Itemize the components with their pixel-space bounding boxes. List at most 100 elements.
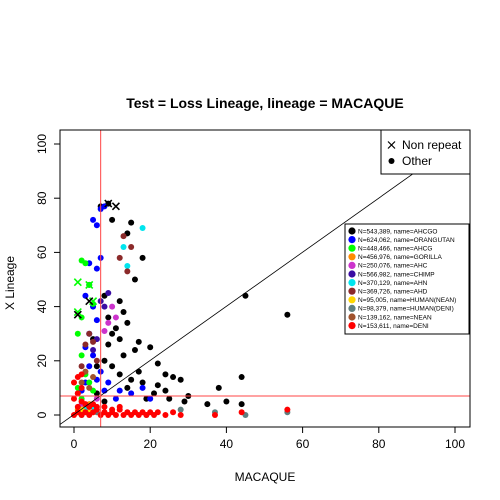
- data-point: [139, 225, 146, 232]
- data-point: [116, 336, 123, 343]
- data-point: [116, 298, 123, 305]
- x-tick-label: 100: [445, 437, 465, 451]
- non-repeat-point: [104, 199, 113, 208]
- data-point: [124, 384, 131, 391]
- legend-swatch: [348, 270, 356, 278]
- data-point: [109, 363, 116, 370]
- data-point: [82, 260, 89, 267]
- data-point: [109, 216, 116, 223]
- data-point: [90, 374, 97, 381]
- series-legend-label: N=543,389, name=AHCGO: [358, 228, 438, 235]
- x-axis-label: MACAQUE: [235, 470, 296, 484]
- data-point: [116, 403, 123, 410]
- data-point: [154, 360, 161, 367]
- data-point: [215, 384, 222, 391]
- cross-icon: [387, 141, 396, 149]
- series-legend-label: N=95,005, name=HUMAN(NEAN): [358, 297, 456, 304]
- data-point: [109, 303, 116, 310]
- series-legend-box: [344, 223, 470, 335]
- data-point: [78, 384, 85, 391]
- x-tick-label: 40: [220, 437, 234, 451]
- data-point: [135, 368, 142, 375]
- non-repeat-point: [85, 297, 94, 306]
- data-point: [139, 254, 146, 261]
- data-point: [120, 352, 127, 359]
- series-legend-label: N=153,611, name=DENI: [358, 323, 429, 330]
- series-legend-label: N=624,062, name=ORANGUTAN: [358, 237, 455, 244]
- data-point: [204, 401, 211, 408]
- data-point: [124, 262, 131, 269]
- data-point: [105, 290, 112, 297]
- data-point: [162, 371, 169, 378]
- x-tick-label: 20: [144, 437, 158, 451]
- data-point: [93, 357, 100, 364]
- data-point: [74, 390, 81, 397]
- data-point: [128, 219, 135, 226]
- data-point: [90, 346, 97, 353]
- data-point: [71, 379, 77, 386]
- data-point: [177, 412, 184, 418]
- marker-legend-label: Non repeat: [402, 138, 462, 152]
- x-tick-label: 60: [296, 437, 310, 451]
- marker-legend: Non repeat Other: [380, 129, 471, 175]
- data-point: [109, 406, 116, 413]
- y-tick-label: 100: [35, 134, 49, 154]
- series-legend-label: N=139,162, name=NEAN: [358, 314, 432, 321]
- data-point: [131, 346, 138, 353]
- data-point: [82, 341, 89, 348]
- data-point: [105, 379, 112, 386]
- data-point: [116, 254, 123, 261]
- data-point: [105, 319, 112, 326]
- data-point: [154, 409, 161, 416]
- data-point: [93, 265, 100, 272]
- plot-frame: [59, 129, 471, 428]
- data-point: [139, 379, 146, 386]
- marker-legend-label: Other: [402, 154, 432, 168]
- non-repeat-point: [73, 310, 82, 319]
- y-tick-label: 60: [35, 245, 49, 259]
- data-point: [101, 303, 108, 310]
- data-point: [86, 384, 93, 391]
- series-legend-label: N=98,379, name=HUMAN(DENI): [358, 306, 454, 313]
- data-point: [86, 379, 93, 386]
- data-point: [131, 276, 138, 283]
- data-point: [93, 363, 100, 370]
- legend-swatch: [348, 287, 356, 295]
- data-point: [93, 403, 100, 410]
- data-point: [128, 376, 135, 383]
- dot-icon: [388, 158, 395, 164]
- axis-ticks: 0 20 40 60 80 100 0 20 40 60 80 100: [35, 134, 465, 451]
- legend-swatch: [348, 279, 356, 287]
- data-points: [71, 199, 291, 418]
- data-point: [101, 403, 108, 410]
- data-point: [82, 292, 89, 299]
- x-tick-label: 80: [372, 437, 386, 451]
- data-point: [147, 395, 154, 402]
- chart-title: Test = Loss Lineage, lineage = MACAQUE: [126, 95, 403, 111]
- legend-swatch: [348, 227, 356, 235]
- data-point: [139, 384, 146, 391]
- series-legend-label: N=566,982, name=CHIMP: [358, 271, 435, 278]
- data-point: [177, 376, 184, 383]
- data-point: [238, 401, 245, 408]
- data-point: [105, 341, 112, 348]
- series-legend-label: N=448,466, name=AHCG: [358, 246, 432, 253]
- data-point: [238, 374, 245, 381]
- data-point: [78, 371, 85, 378]
- data-point: [284, 311, 291, 318]
- data-point: [90, 352, 97, 359]
- data-point: [101, 357, 108, 364]
- series-legend-label: N=456,976, name=GORILLA: [358, 254, 442, 261]
- data-point: [116, 387, 123, 394]
- x-tick-label: 0: [71, 437, 78, 451]
- data-point: [112, 314, 119, 321]
- non-repeat-point: [73, 278, 82, 287]
- diagonal-line: [59, 133, 471, 425]
- series-legend-label: N=250,076, name=AHC: [358, 263, 428, 270]
- data-point: [128, 243, 135, 250]
- data-point: [71, 395, 77, 402]
- data-point: [112, 412, 119, 418]
- legend-swatch: [348, 253, 356, 261]
- data-point: [90, 338, 97, 345]
